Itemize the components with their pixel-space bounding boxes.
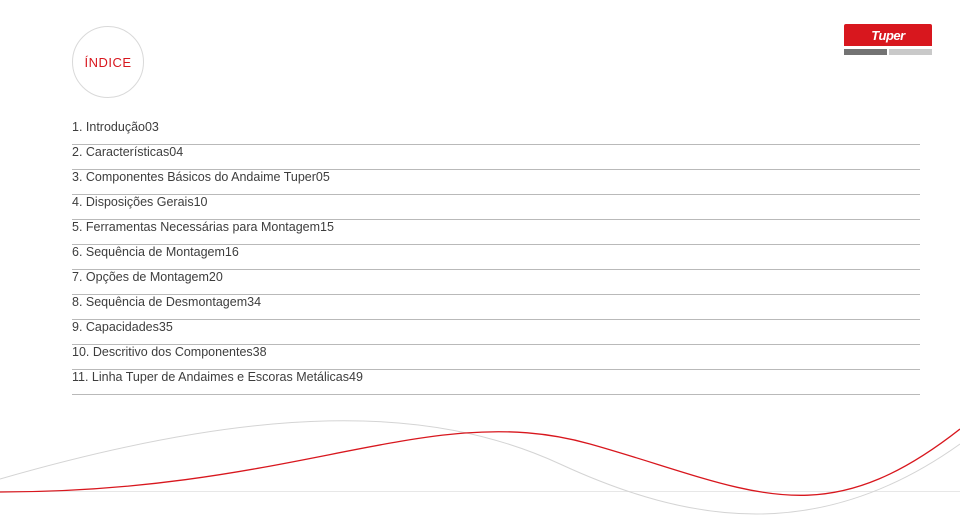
footer-rule [0, 491, 960, 492]
toc-row: 1. Introdução03 [72, 120, 920, 145]
badge-ring-icon [72, 26, 144, 98]
toc-row-label: 1. Introdução [72, 120, 145, 134]
toc-row: 4. Disposições Gerais10 [72, 195, 920, 220]
section-badge: ÍNDICE [72, 26, 144, 98]
logo-bar-icon: Tuper [844, 24, 932, 46]
toc-row: 2. Características04 [72, 145, 920, 170]
toc-row-page: 49 [349, 370, 920, 524]
brand-logo: Tuper [844, 24, 932, 55]
logo-text: Tuper [871, 28, 904, 43]
document-page: ÍNDICE Tuper 1. Introdução032. Caracterí… [0, 0, 960, 524]
toc-row: 9. Capacidades35 [72, 320, 920, 345]
table-of-contents: 1. Introdução032. Características043. Co… [72, 120, 920, 395]
logo-underline-icon [844, 49, 932, 55]
